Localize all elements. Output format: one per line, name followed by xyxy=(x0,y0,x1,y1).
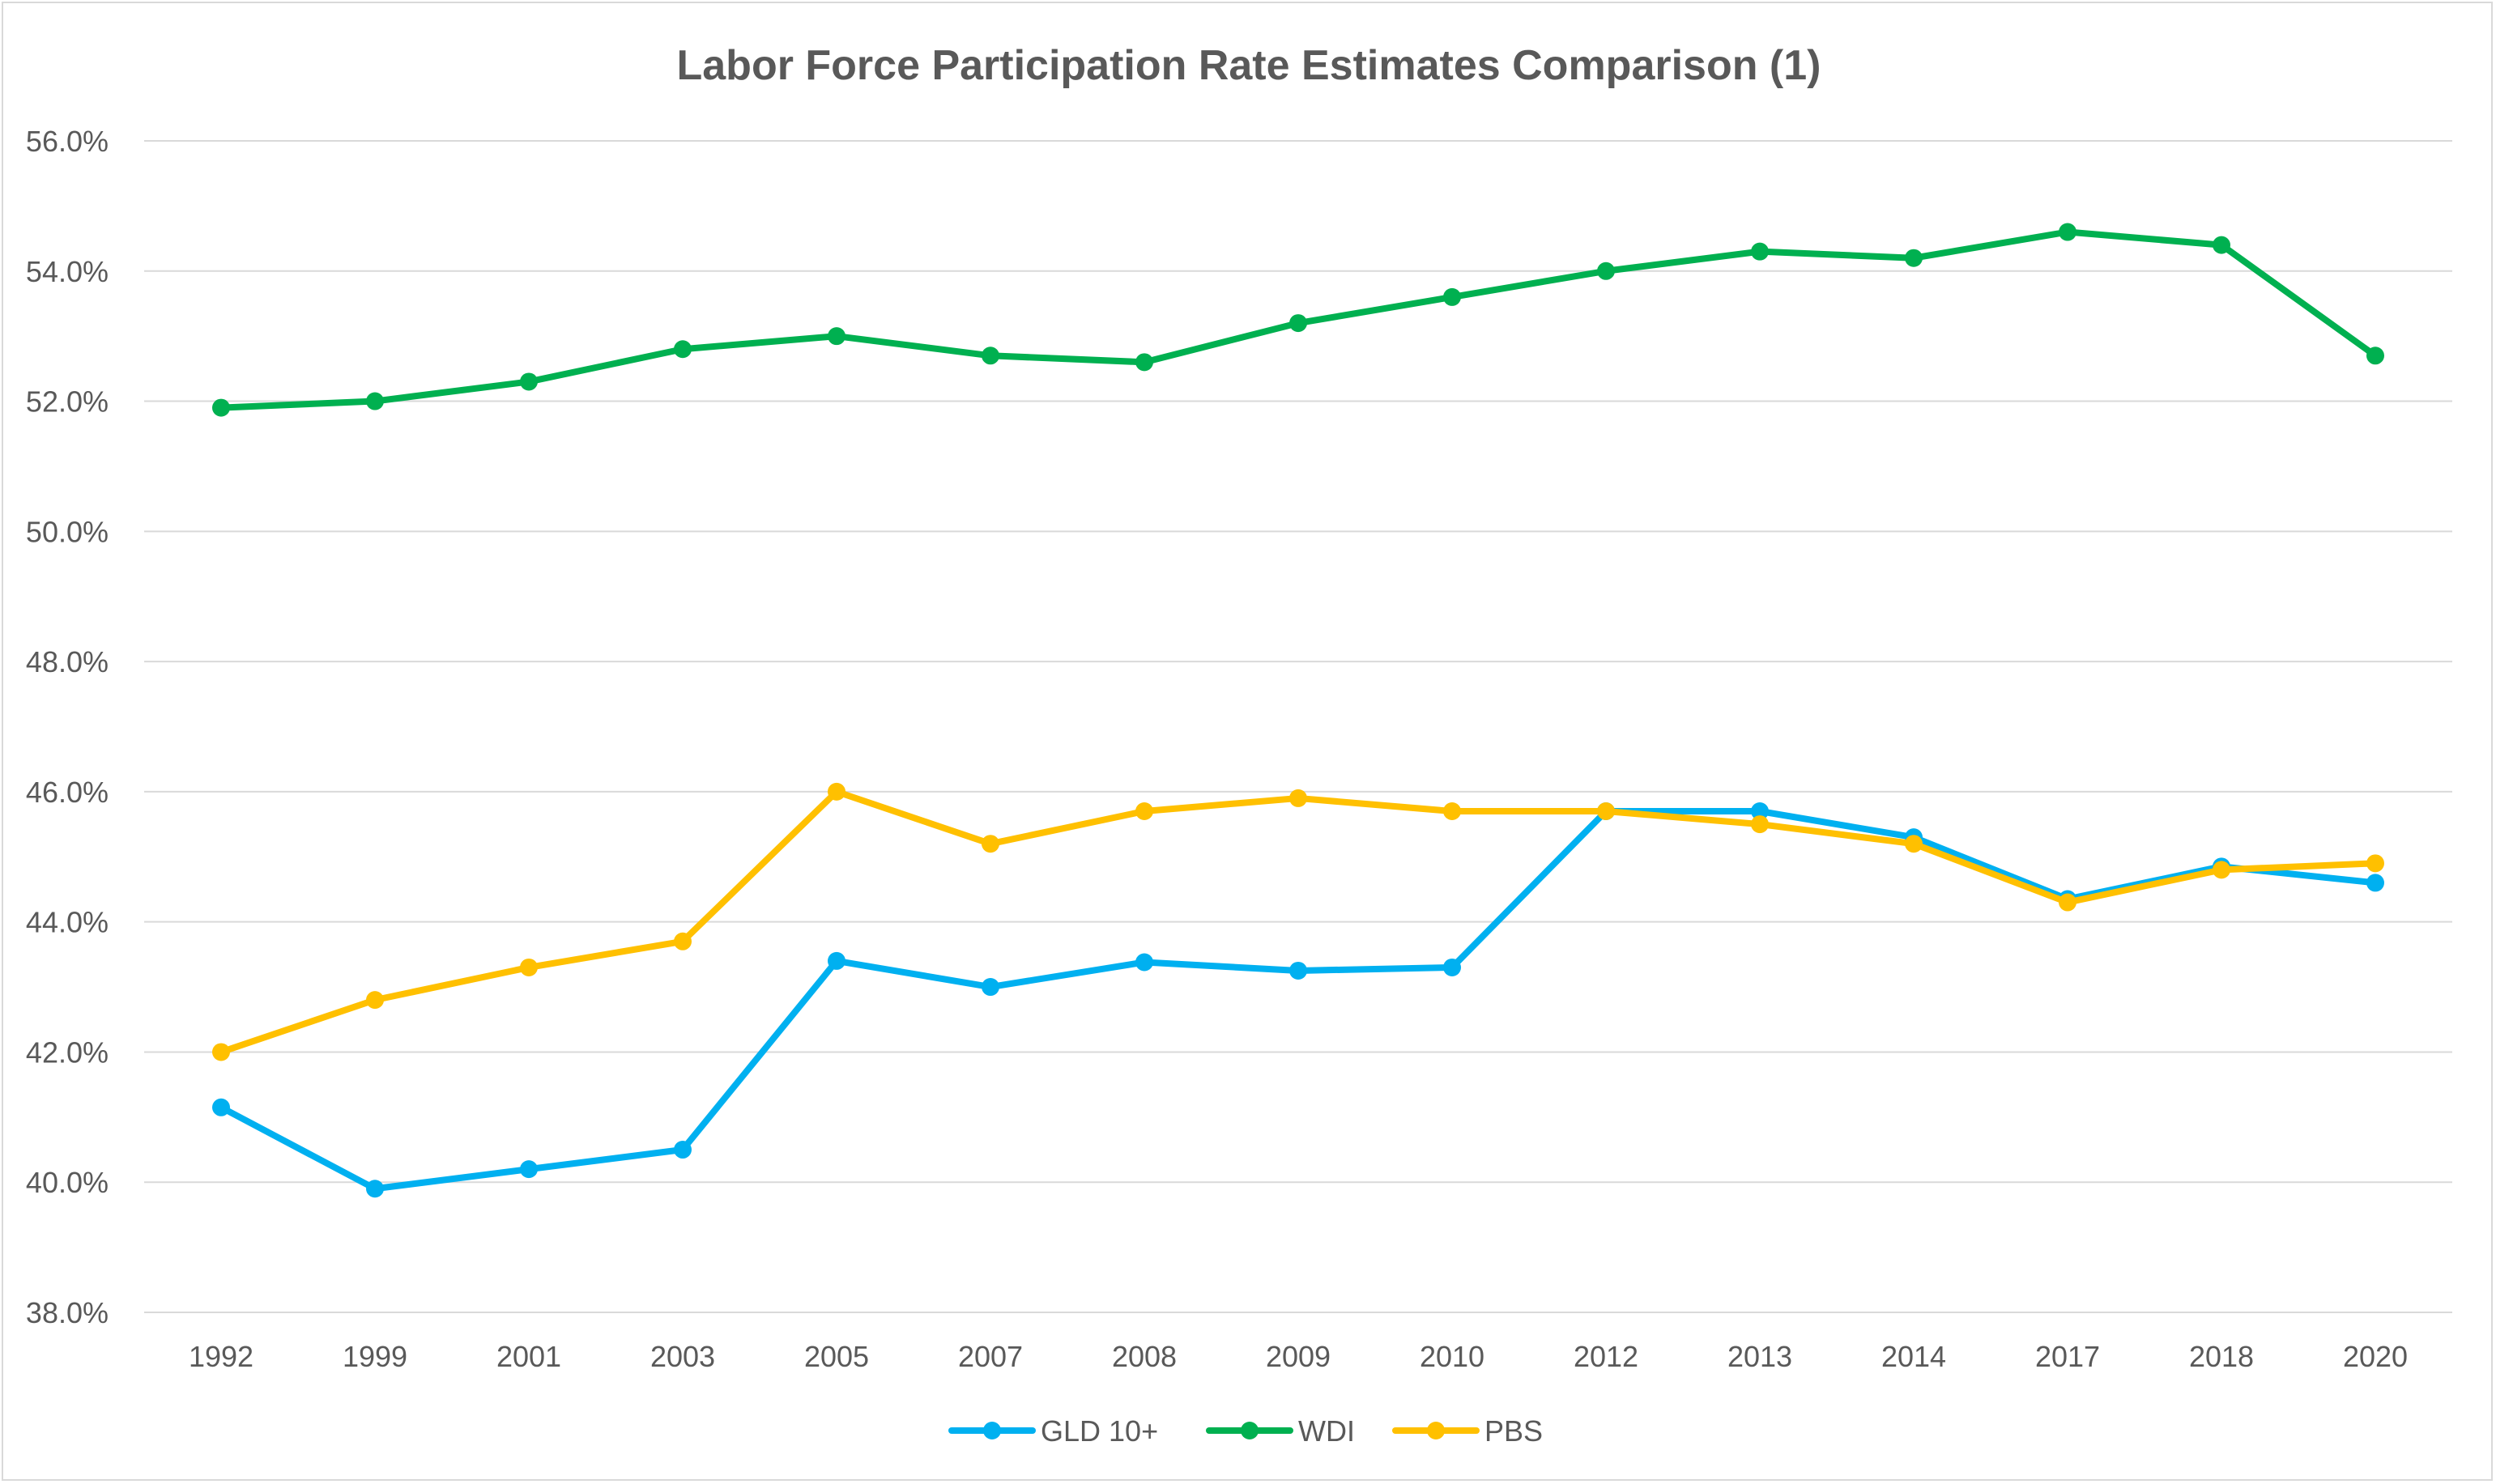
x-tick-label: 2012 xyxy=(1574,1340,1638,1373)
y-tick-label: 48.0% xyxy=(26,645,109,678)
data-point xyxy=(2213,236,2230,254)
x-tick-label: 2018 xyxy=(2189,1340,2254,1373)
data-point xyxy=(1289,961,1307,980)
data-point xyxy=(1751,242,1769,261)
data-point xyxy=(212,1098,230,1116)
data-point xyxy=(1135,953,1153,972)
data-point xyxy=(212,1043,230,1061)
x-tick-label: 2009 xyxy=(1266,1340,1331,1373)
data-point xyxy=(1905,249,1923,267)
x-tick-label: 2017 xyxy=(2035,1340,2100,1373)
chart-title: Labor Force Participation Rate Estimates… xyxy=(677,42,1821,89)
data-point xyxy=(2366,347,2384,365)
series-lines xyxy=(212,223,2384,1198)
y-tick-label: 52.0% xyxy=(26,385,109,419)
data-point xyxy=(520,958,538,976)
x-tick-label: 2001 xyxy=(496,1340,561,1373)
data-point xyxy=(1443,287,1461,306)
x-tick-label: 2005 xyxy=(804,1340,869,1373)
data-point xyxy=(982,978,999,997)
data-point xyxy=(2366,854,2384,873)
x-tick-label: 1999 xyxy=(343,1340,407,1373)
data-point xyxy=(2213,861,2230,879)
x-tick-label: 2013 xyxy=(1727,1340,1792,1373)
data-point xyxy=(1751,802,1769,821)
legend-label: PBS xyxy=(1484,1414,1543,1448)
y-tick-label: 40.0% xyxy=(26,1166,109,1199)
x-tick-label: 2020 xyxy=(2343,1340,2408,1373)
data-point xyxy=(674,1141,692,1159)
data-point xyxy=(828,951,845,970)
legend-marker xyxy=(1241,1422,1259,1439)
y-tick-label: 38.0% xyxy=(26,1296,109,1329)
data-point xyxy=(366,392,384,410)
legend-item: PBS xyxy=(1392,1414,1543,1448)
data-point xyxy=(674,340,692,359)
data-point xyxy=(674,932,692,950)
y-tick-label: 46.0% xyxy=(26,776,109,809)
data-point xyxy=(520,372,538,391)
y-axis-ticks: 38.0% 40.0% 42.0% 44.0% 46.0% 48.0% 50.0% 52.0%… xyxy=(26,125,109,1329)
data-point xyxy=(982,835,999,853)
data-point xyxy=(1443,958,1461,976)
legend: GLD 10+ WDI PBS xyxy=(948,1414,1543,1448)
data-point xyxy=(1905,835,1923,853)
data-point xyxy=(1289,789,1307,807)
y-tick-label: 56.0% xyxy=(26,125,109,158)
data-point xyxy=(828,327,845,346)
x-tick-label: 2003 xyxy=(650,1340,715,1373)
data-point xyxy=(1289,314,1307,333)
legend-label: GLD 10+ xyxy=(1041,1414,1158,1448)
data-point xyxy=(1751,815,1769,834)
y-tick-label: 54.0% xyxy=(26,255,109,288)
data-point xyxy=(828,782,845,801)
x-tick-label: 1992 xyxy=(189,1340,253,1373)
legend-item: GLD 10+ xyxy=(948,1414,1158,1448)
series-line xyxy=(218,808,2379,1193)
line-chart: Labor Force Participation Rate Estimates… xyxy=(26,42,2452,1448)
series-pbs xyxy=(212,782,2384,1061)
data-point xyxy=(982,347,999,365)
data-point xyxy=(1597,262,1615,280)
x-tick-label: 2007 xyxy=(958,1340,1023,1373)
x-tick-label: 2014 xyxy=(1881,1340,1946,1373)
data-point xyxy=(1135,353,1153,372)
data-point xyxy=(366,991,384,1010)
data-point xyxy=(2366,874,2384,892)
data-point xyxy=(1135,802,1153,821)
legend-marker xyxy=(983,1422,1001,1439)
legend-item: WDI xyxy=(1206,1414,1355,1448)
data-point xyxy=(2059,893,2076,912)
data-point xyxy=(1443,802,1461,821)
data-point xyxy=(2059,223,2076,241)
legend-label: WDI xyxy=(1298,1414,1355,1448)
legend-marker xyxy=(1427,1422,1445,1439)
y-tick-label: 50.0% xyxy=(26,515,109,548)
y-tick-label: 44.0% xyxy=(26,906,109,939)
series-wdi xyxy=(212,223,2384,417)
x-tick-label: 2010 xyxy=(1420,1340,1484,1373)
data-point xyxy=(520,1160,538,1179)
x-tick-label: 2008 xyxy=(1112,1340,1177,1373)
series-gld-10 xyxy=(212,802,2384,1198)
data-point xyxy=(212,398,230,417)
data-point xyxy=(366,1180,384,1198)
y-tick-label: 42.0% xyxy=(26,1035,109,1069)
data-point xyxy=(1597,802,1615,821)
x-axis-ticks: 1992 1999 2001 2003 2005 2007 2008 2009 2010 2012… xyxy=(189,1340,2408,1373)
